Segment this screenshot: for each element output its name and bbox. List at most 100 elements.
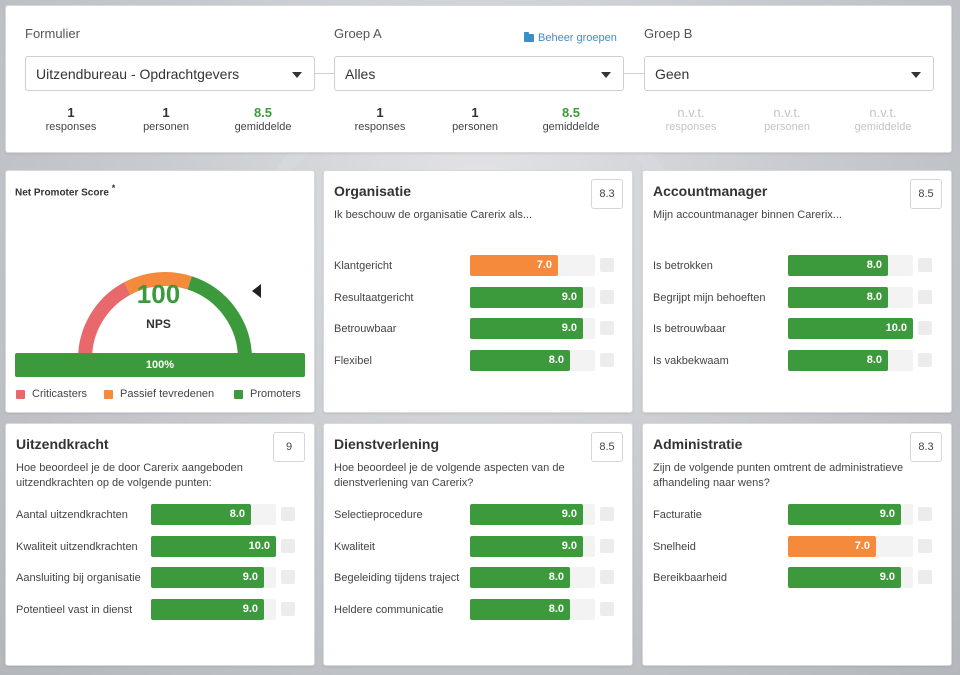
- nps-card: Net Promoter Score * 100 NPS 100% Critic…: [5, 170, 315, 413]
- score-row: Aansluiting bij organisatie 9.0: [6, 567, 314, 589]
- score-bar: 8.0: [788, 255, 888, 276]
- row-checkbox[interactable]: [281, 601, 295, 616]
- score-row: Potentieel vast in dienst 9.0: [6, 598, 314, 621]
- score-row-label: Resultaatgericht: [334, 291, 414, 304]
- score-row-label: Selectieprocedure: [334, 509, 423, 521]
- row-checkbox[interactable]: [918, 507, 932, 521]
- score-row: Is betrokken 8.0: [643, 255, 951, 277]
- score-bar-track: 9.0: [151, 598, 276, 620]
- legend-critic-swatch: [16, 389, 25, 399]
- group-b-select[interactable]: Geen: [644, 56, 934, 91]
- score-row-label: Facturatie: [653, 509, 702, 521]
- stat-average: 8.5 gemiddelde: [234, 105, 292, 133]
- row-checkbox[interactable]: [600, 601, 614, 616]
- score-row: Begeleiding tijdens traject 8.0: [324, 567, 632, 589]
- score-bar-value: 9.0: [561, 290, 577, 303]
- chevron-down-icon: [601, 72, 611, 78]
- card-title: Uitzendkracht: [16, 436, 109, 452]
- score-bar-value: 8.0: [548, 353, 564, 366]
- score-bar-value: 8.0: [548, 602, 564, 615]
- stat-responses: 1 responses: [354, 105, 406, 133]
- manage-groups-link[interactable]: Beheer groepen: [524, 32, 617, 44]
- score-bar-value: 9.0: [879, 571, 895, 583]
- nps-progress-track: 100%: [15, 353, 305, 377]
- score-bar-value: 9.0: [561, 508, 577, 520]
- nps-title: Net Promoter Score *: [15, 183, 116, 199]
- legend-promoter-swatch: [234, 389, 243, 399]
- score-bar: 8.0: [470, 349, 570, 371]
- gauge-passive-segment: [124, 272, 192, 295]
- row-checkbox[interactable]: [918, 570, 932, 584]
- score-row: Flexibel 8.0: [324, 349, 632, 372]
- score-bar-track: 9.0: [470, 535, 595, 557]
- row-checkbox[interactable]: [600, 352, 614, 367]
- stat-persons: n.v.t. personen: [764, 105, 810, 133]
- score-bar-value: 8.0: [866, 290, 882, 303]
- row-checkbox[interactable]: [281, 507, 295, 521]
- group-a-select[interactable]: Alles: [334, 56, 624, 91]
- score-row: Kwaliteit 9.0: [324, 535, 632, 558]
- score-bar-value: 8.0: [866, 353, 882, 366]
- score-bar: 9.0: [470, 318, 583, 339]
- chevron-down-icon: [911, 72, 921, 78]
- row-checkbox[interactable]: [918, 321, 932, 335]
- row-checkbox[interactable]: [281, 538, 295, 553]
- nps-gauge: [78, 272, 261, 360]
- row-checkbox[interactable]: [918, 352, 932, 367]
- score-bar-track: 8.0: [151, 504, 276, 525]
- row-checkbox[interactable]: [600, 507, 614, 521]
- score-row: Betrouwbaar 9.0: [324, 318, 632, 340]
- score-bar-track: 9.0: [788, 504, 913, 525]
- score-bar: 9.0: [470, 535, 583, 557]
- row-checkbox[interactable]: [600, 538, 614, 553]
- card-question: Ik beschouw de organisatie Carerix als..…: [334, 209, 533, 221]
- card-dienstverlening: Dienstverlening 8.5 Hoe beoordeel je de vo…: [323, 423, 633, 666]
- filter-panel: Formulier Uitzendbureau - Opdrachtgevers…: [5, 5, 952, 153]
- row-checkbox[interactable]: [918, 538, 932, 553]
- card-score-badge: 8.3: [910, 432, 942, 462]
- score-row-label: Aansluiting bij organisatie: [16, 572, 141, 584]
- score-bar-value: 8.0: [866, 259, 882, 271]
- score-bar-track: 8.0: [788, 349, 913, 371]
- card-question: Hoe beoordeel je de volgende aspecten va…: [334, 462, 565, 489]
- score-bar: 8.0: [151, 504, 251, 525]
- row-checkbox[interactable]: [600, 570, 614, 584]
- score-bar-track: 8.0: [470, 349, 595, 371]
- score-bar-value: 8.0: [548, 571, 564, 583]
- card-question: Mijn accountmanager binnen Carerix...: [653, 209, 842, 221]
- row-checkbox[interactable]: [281, 570, 295, 584]
- score-row: Aantal uitzendkrachten 8.0: [6, 504, 314, 526]
- card-accountmanager: Accountmanager 8.5 Mijn accountmanager bin…: [642, 170, 952, 413]
- nps-progress-fill: [15, 353, 305, 377]
- stat-average: 8.5 gemiddelde: [542, 105, 600, 133]
- form-select[interactable]: Uitzendbureau - Opdrachtgevers: [25, 56, 315, 91]
- gauge-critic-segment: [78, 282, 131, 360]
- card-question: Zijn de volgende punten omtrent de admin…: [653, 462, 904, 489]
- row-checkbox[interactable]: [918, 289, 932, 304]
- score-bar-track: 9.0: [151, 567, 276, 588]
- card-administratie: Administratie 8.3 Zijn de volgende punten …: [642, 423, 952, 666]
- card-question: Hoe beoordeel je de door Carerix aangebo…: [16, 462, 243, 489]
- score-bar-track: 9.0: [470, 286, 595, 308]
- row-checkbox[interactable]: [600, 258, 614, 272]
- legend-passive-swatch: [104, 389, 113, 399]
- legend-passive: Passief tevredenen: [104, 388, 214, 400]
- score-bar-value: 9.0: [561, 539, 577, 552]
- row-checkbox[interactable]: [918, 258, 932, 272]
- stat-average: n.v.t. gemiddelde: [854, 105, 912, 133]
- score-bar-value: 7.0: [854, 539, 870, 552]
- row-checkbox[interactable]: [600, 321, 614, 335]
- group-b-select-value: Geen: [655, 66, 690, 82]
- score-bar: 9.0: [788, 567, 901, 588]
- row-checkbox[interactable]: [600, 289, 614, 304]
- form-select-value: Uitzendbureau - Opdrachtgevers: [36, 66, 240, 82]
- score-bar: 7.0: [788, 535, 876, 557]
- score-row-label: Klantgericht: [334, 260, 393, 272]
- score-row-label: Flexibel: [334, 354, 372, 367]
- card-organisatie: Organisatie 8.3 Ik beschouw de organisatie…: [323, 170, 633, 413]
- stat-responses: n.v.t. responses: [665, 105, 717, 133]
- group-a-label: Groep A: [334, 26, 382, 41]
- nps-value: 100: [136, 279, 181, 309]
- score-bar-value: 10.0: [885, 322, 907, 334]
- score-bar-value: 9.0: [879, 508, 895, 520]
